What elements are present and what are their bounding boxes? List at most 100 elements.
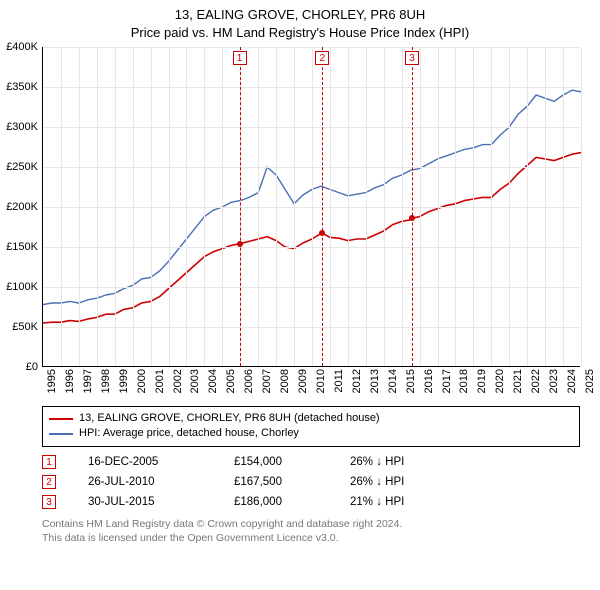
gridline-v [509, 47, 510, 366]
event-row: 1 16-DEC-2005 £154,000 26% ↓ HPI [42, 455, 580, 469]
event-delta: 26% ↓ HPI [350, 476, 404, 488]
legend-label: HPI: Average price, detached house, Chor… [79, 426, 299, 441]
event-delta: 26% ↓ HPI [350, 456, 404, 468]
gridline-v [276, 47, 277, 366]
x-tick-label: 2011 [333, 369, 345, 393]
x-tick-label: 1995 [46, 369, 58, 393]
x-tick-label: 1997 [82, 369, 94, 393]
x-tick-label: 2020 [494, 369, 506, 393]
gridline-v [330, 47, 331, 366]
y-tick-label: £50K [12, 321, 38, 333]
footnote-line2: This data is licensed under the Open Gov… [42, 531, 580, 545]
legend-label: 13, EALING GROVE, CHORLEY, PR6 8UH (deta… [79, 411, 380, 426]
gridline-v [581, 47, 582, 366]
event-price: £186,000 [234, 496, 304, 508]
gridline-v [563, 47, 564, 366]
marker-dot [319, 230, 325, 236]
x-tick-label: 2009 [297, 369, 309, 393]
x-tick-label: 2024 [566, 369, 578, 393]
gridline-v [473, 47, 474, 366]
y-tick-label: £250K [6, 161, 38, 173]
x-tick-label: 2016 [423, 369, 435, 393]
x-tick-label: 2004 [207, 369, 219, 393]
gridline-v [258, 47, 259, 366]
x-tick-label: 2013 [369, 369, 381, 393]
gridline-v [151, 47, 152, 366]
x-tick-label: 1998 [100, 369, 112, 393]
marker-line [240, 47, 241, 366]
x-tick-label: 2022 [530, 369, 542, 393]
event-date: 16-DEC-2005 [88, 456, 188, 468]
event-badge: 1 [42, 455, 56, 469]
gridline-v [527, 47, 528, 366]
gridline-v [366, 47, 367, 366]
gridline-v [204, 47, 205, 366]
gridline-v [545, 47, 546, 366]
gridline-v [402, 47, 403, 366]
x-tick-label: 2023 [548, 369, 560, 393]
x-tick-label: 2014 [387, 369, 399, 393]
event-date: 26-JUL-2010 [88, 476, 188, 488]
gridline-v [222, 47, 223, 366]
gridline-v [294, 47, 295, 366]
legend-item: 13, EALING GROVE, CHORLEY, PR6 8UH (deta… [49, 411, 573, 426]
marker-badge: 2 [315, 51, 329, 65]
x-tick-label: 2018 [458, 369, 470, 393]
x-tick-label: 2019 [476, 369, 488, 393]
x-tick-label: 2015 [405, 369, 417, 393]
x-tick-label: 2005 [225, 369, 237, 393]
x-tick-label: 2010 [315, 369, 327, 393]
x-tick-label: 2012 [351, 369, 363, 393]
y-tick-label: £350K [6, 81, 38, 93]
footnote-line1: Contains HM Land Registry data © Crown c… [42, 517, 580, 531]
gridline-v [312, 47, 313, 366]
event-row: 330-JUL-2015£186,00021% ↓ HPI [42, 495, 580, 509]
x-tick-label: 2002 [172, 369, 184, 393]
marker-dot [237, 241, 243, 247]
gridline-v [169, 47, 170, 366]
gridline-v [348, 47, 349, 366]
marker-line [412, 47, 413, 366]
gridline-v [186, 47, 187, 366]
x-tick-label: 1996 [64, 369, 76, 393]
legend-swatch [49, 418, 73, 420]
marker-badge: 3 [405, 51, 419, 65]
x-tick-label: 2006 [243, 369, 255, 393]
y-tick-label: £400K [6, 41, 38, 53]
gridline-v [384, 47, 385, 366]
gridline-v [133, 47, 134, 366]
title-address: 13, EALING GROVE, CHORLEY, PR6 8UH [0, 6, 600, 24]
event-row: 2 26-JUL-2010 £167,500 26% ↓ HPI [42, 475, 580, 489]
chart: 123 £0£50K£100K£150K£200K£250K£300K£350K… [42, 47, 580, 402]
x-tick-label: 2007 [261, 369, 273, 393]
legend: 13, EALING GROVE, CHORLEY, PR6 8UH (deta… [42, 406, 580, 447]
x-tick-label: 2025 [584, 369, 596, 393]
legend-item: HPI: Average price, detached house, Chor… [49, 426, 573, 441]
gridline-v [438, 47, 439, 366]
gridline-v [115, 47, 116, 366]
x-tick-label: 2008 [279, 369, 291, 393]
y-tick-label: £100K [6, 281, 38, 293]
event-badge: 2 [42, 475, 56, 489]
gridline-v [420, 47, 421, 366]
marker-badge: 1 [233, 51, 247, 65]
gridline-v [97, 47, 98, 366]
y-tick-label: £300K [6, 121, 38, 133]
x-tick-label: 2001 [154, 369, 166, 393]
gridline-v [491, 47, 492, 366]
y-tick-label: £150K [6, 241, 38, 253]
marker-dot [409, 215, 415, 221]
event-price: £167,500 [234, 476, 304, 488]
marker-line [322, 47, 323, 366]
footnote: Contains HM Land Registry data © Crown c… [42, 517, 580, 545]
x-tick-label: 2017 [441, 369, 453, 393]
event-badge: 3 [42, 495, 56, 509]
title-subtitle: Price paid vs. HM Land Registry's House … [0, 24, 600, 42]
y-tick-label: £200K [6, 201, 38, 213]
event-date: 30-JUL-2015 [88, 496, 188, 508]
plot-area: 1 2 3 [42, 47, 580, 367]
event-price: £154,000 [234, 456, 304, 468]
x-tick-label: 2021 [512, 369, 524, 393]
events-table: 1 16-DEC-2005 £154,000 26% ↓ HPI 2 26-JUL-201… [42, 455, 580, 509]
x-tick-label: 2000 [136, 369, 148, 393]
